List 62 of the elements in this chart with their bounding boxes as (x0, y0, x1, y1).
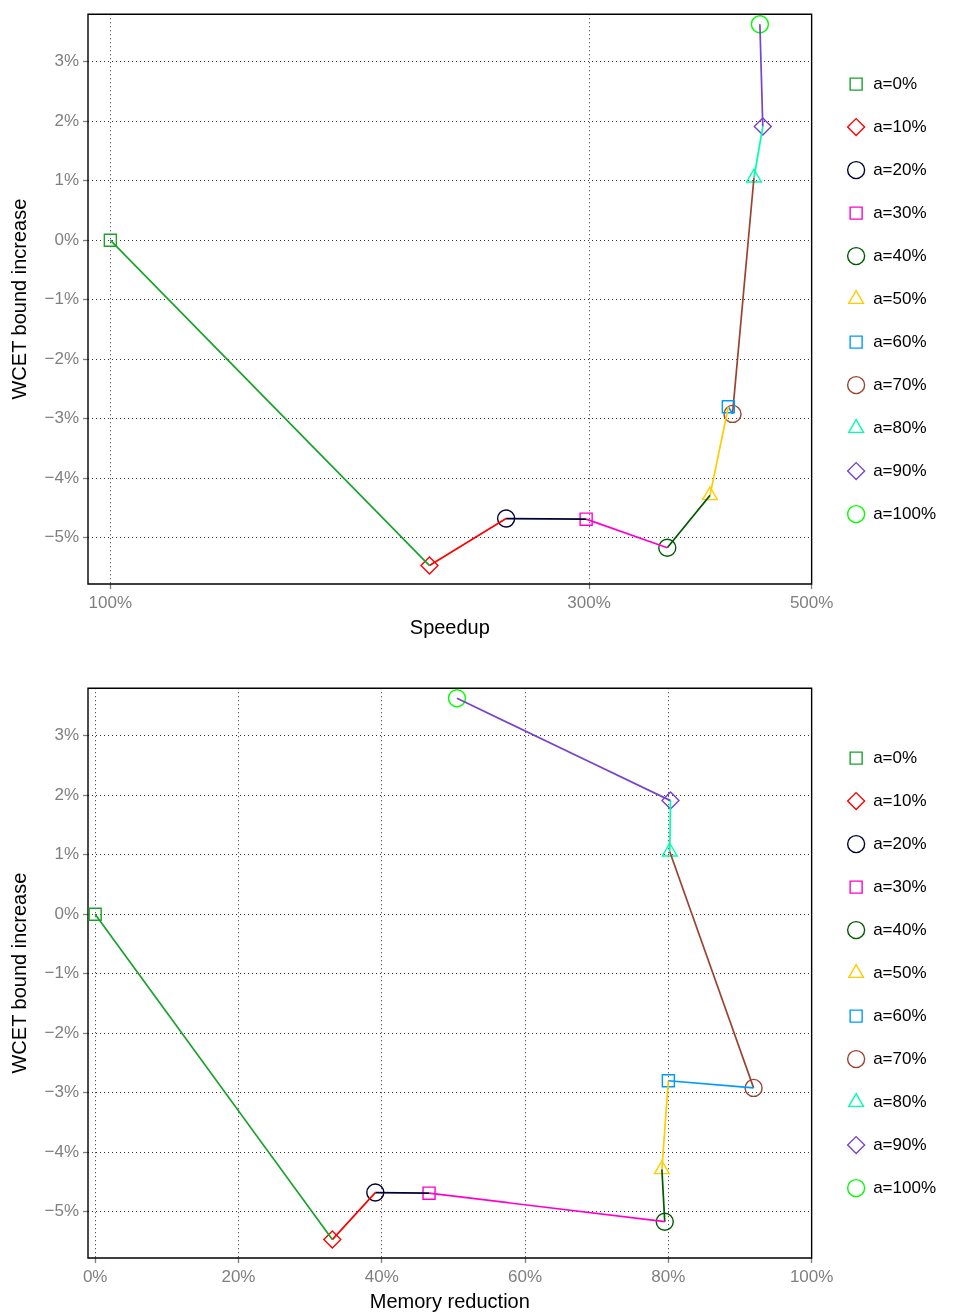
y-tick-label: −3% (44, 1082, 79, 1102)
legend-label: a=90% (873, 460, 927, 480)
legend-label: a=20% (873, 159, 927, 179)
legend-label: a=30% (873, 202, 927, 222)
y-tick-label: −2% (44, 348, 79, 368)
x-tick-label: 80% (651, 1266, 686, 1286)
x-tick-label: 0% (82, 1266, 108, 1286)
x-tick-label: 60% (508, 1266, 543, 1286)
y-tick-label: −1% (44, 289, 79, 309)
y-tick-label: −5% (44, 1201, 79, 1221)
x-axis-title: Memory reduction (369, 1289, 530, 1312)
point (744, 1078, 763, 1098)
legend-label: a=10% (873, 790, 927, 810)
legend-label: a=30% (873, 876, 927, 896)
y-tick-label: 0% (54, 229, 79, 249)
legend-label: a=70% (873, 1048, 927, 1068)
y-tick-label: 2% (54, 784, 79, 804)
y-tick-label: −3% (44, 408, 79, 428)
y-tick-label: −2% (44, 1022, 79, 1042)
y-tick-label: −4% (44, 467, 79, 487)
legend-label: a=100% (873, 503, 937, 523)
legend-label: a=50% (873, 288, 927, 308)
point (661, 1074, 676, 1088)
point (422, 1186, 436, 1200)
legend-label: a=20% (873, 833, 927, 853)
y-axis-title: WCET bound increase (7, 198, 30, 400)
point (655, 1212, 674, 1231)
legend-label: a=0% (873, 73, 918, 93)
y-tick-label: 2% (54, 110, 79, 130)
legend-label: a=70% (873, 374, 927, 394)
y-tick-label: 3% (54, 51, 79, 71)
x-tick-label: 300% (567, 592, 611, 612)
legend-label: a=80% (873, 1091, 927, 1111)
x-tick-label: 40% (364, 1266, 399, 1286)
legend-label: a=90% (873, 1134, 927, 1154)
point (447, 689, 467, 708)
point (323, 1230, 342, 1249)
x-tick-label: 100% (88, 592, 133, 612)
legend-label: a=0% (873, 747, 918, 767)
legend-label: a=50% (873, 962, 927, 982)
legend-label: a=100% (873, 1177, 937, 1197)
y-tick-label: −1% (44, 963, 79, 983)
y-tick-label: 0% (54, 903, 79, 923)
legend-label: a=60% (873, 331, 927, 351)
legend-label: a=80% (873, 417, 927, 437)
x-tick-label: 100% (789, 1266, 834, 1286)
y-tick-label: 1% (54, 170, 79, 190)
y-tick-label: −5% (44, 527, 79, 547)
x-axis-title: Speedup (409, 615, 490, 638)
y-tick-label: −4% (44, 1141, 79, 1161)
y-tick-label: 3% (54, 725, 79, 745)
point (661, 791, 680, 810)
x-tick-label: 20% (221, 1266, 256, 1286)
y-tick-label: 1% (54, 844, 79, 864)
x-tick-label: 500% (789, 592, 834, 612)
legend-label: a=10% (873, 116, 927, 136)
point (366, 1183, 385, 1202)
point (88, 907, 102, 921)
legend-label: a=60% (873, 1005, 927, 1025)
legend-label: a=40% (873, 919, 927, 939)
y-axis-title: WCET bound increase (7, 872, 30, 1074)
legend-label: a=40% (873, 245, 927, 265)
